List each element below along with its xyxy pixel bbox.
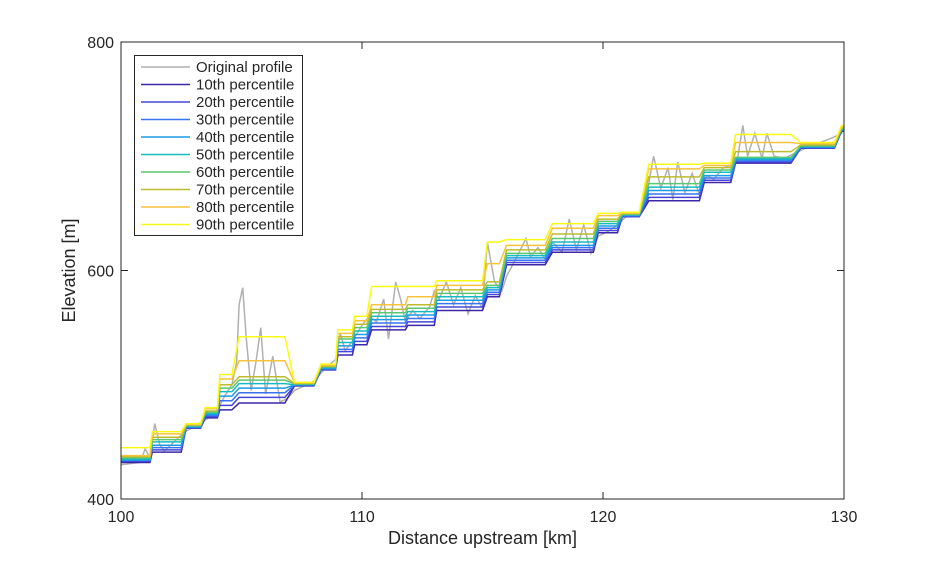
y-tick-label: 600 [87,264,114,281]
series-original-profile [120,125,845,466]
x-tick-label: 130 [831,509,858,526]
legend-label: 50th percentile [196,147,294,164]
legend-label: 30th percentile [196,112,294,129]
legend-entry: 90th percentile [141,217,294,234]
legend-label: 40th percentile [196,129,294,146]
legend-entry: 40th percentile [141,129,294,146]
y-tick-label: 400 [87,492,114,509]
legend-label: 60th percentile [196,164,294,181]
y-tick-label: 800 [87,35,114,52]
series-90th-percentile [121,124,844,449]
legend-entry: 80th percentile [141,199,294,216]
legend-entry: 70th percentile [141,182,294,199]
legend-entry: 30th percentile [141,112,294,129]
legend-label: 20th percentile [196,94,294,111]
legend-entry: Original profile [141,59,293,76]
legend-entry: 20th percentile [141,94,294,111]
ticks: 100 110 120 130 400 600 800 [87,35,857,526]
legend-label: 80th percentile [196,199,294,216]
plot-lines [120,124,845,466]
legend-label: 90th percentile [196,217,294,234]
legend-label: 10th percentile [196,77,294,94]
legend-box [134,55,303,236]
legend-entry: 60th percentile [141,164,294,181]
x-tick-label: 110 [349,509,375,526]
x-tick-label: 100 [108,509,135,526]
legend-label: Original profile [196,59,293,76]
legend-entry: 10th percentile [141,77,294,94]
legend-entry: 50th percentile [141,147,294,164]
y-axis-label: Elevation [m] [59,218,79,322]
x-tick-label: 120 [590,509,617,526]
legend-label: 70th percentile [196,182,294,199]
x-axis-label: Distance upstream [km] [388,528,577,548]
